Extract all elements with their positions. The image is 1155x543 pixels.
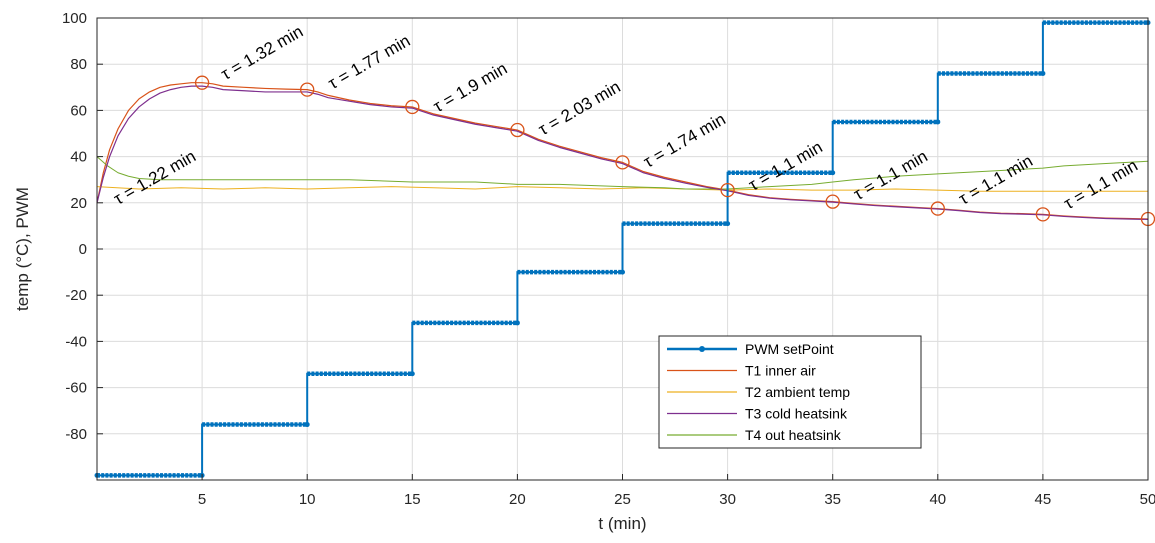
tau-marker (930, 201, 945, 216)
legend-label: T1 inner air (745, 363, 816, 379)
tau-marker (300, 82, 315, 97)
x-tick-label: 50 (1140, 491, 1155, 508)
legend-label: T3 cold heatsink (745, 406, 848, 422)
tau-markers (194, 75, 1155, 227)
tau-marker (615, 155, 630, 170)
tau-marker (194, 75, 210, 90)
y-tick-label: 80 (70, 56, 87, 73)
pwm-marker (1040, 70, 1046, 76)
x-tick-label: 20 (509, 491, 526, 508)
x-tick-label: 25 (614, 491, 631, 508)
tau-marker (405, 99, 420, 115)
pwm-marker (304, 422, 310, 428)
y-tick-label: 100 (62, 10, 87, 27)
legend: PWM setPoint T1 inner air T2 ambient temp T… (658, 335, 922, 449)
series-line (96, 186, 1148, 192)
pwm-marker (514, 320, 520, 326)
tau-marker (1035, 207, 1051, 222)
pwm-marker (830, 170, 836, 176)
y-tick-label: 40 (70, 149, 87, 166)
legend-label: PWM setPoint (745, 341, 834, 357)
pwm-marker (935, 119, 941, 125)
pwm-step-line (97, 21, 1148, 477)
y-tick-label: -80 (65, 426, 87, 443)
x-tick-label: 35 (824, 491, 841, 508)
y-axis-label: temp (°C), PWM (13, 187, 32, 311)
x-tick-label: 30 (719, 491, 736, 508)
pwm-marker (409, 371, 415, 377)
y-tick-label: -60 (65, 380, 87, 397)
x-tick-label: 15 (404, 491, 421, 508)
legend-item: T1 inner air (667, 363, 816, 379)
pwm-marker (620, 269, 625, 275)
y-tick-label: 60 (70, 102, 87, 119)
axis-ticks: 5 10 15 20 25 30 35 40 45 50 100 80 60 40 20 0 -20 -40 -60… (62, 10, 1155, 508)
y-tick-label: 20 (70, 195, 87, 212)
x-tick-label: 10 (299, 491, 316, 508)
x-tick-label: 5 (198, 491, 206, 508)
y-tick-label: -40 (65, 333, 87, 350)
legend-item: T3 cold heatsink (667, 406, 848, 422)
y-tick-label: -20 (65, 287, 87, 304)
legend-label: T4 out heatsink (745, 427, 842, 443)
legend-label: T2 ambient temp (745, 384, 850, 400)
x-axis-label: t (min) (598, 514, 646, 533)
y-tick-label: 0 (79, 241, 87, 258)
series-t2-ambient-temp (96, 186, 1148, 192)
legend-item: T4 out heatsink (667, 427, 842, 443)
x-tick-label: 45 (1035, 491, 1052, 508)
x-tick-label: 40 (929, 491, 946, 508)
pwm-marker (725, 221, 731, 227)
tau-marker (825, 194, 840, 209)
series-pwm-setpoint (94, 20, 1151, 478)
tau-marker (510, 122, 525, 138)
series-t4-out-heatsink (96, 156, 1149, 190)
series-line (96, 156, 1149, 190)
legend-swatch-marker (699, 346, 705, 352)
tau-marker (720, 182, 735, 198)
legend-item: T2 ambient temp (667, 384, 850, 400)
legend-item: PWM setPoint (667, 341, 834, 357)
